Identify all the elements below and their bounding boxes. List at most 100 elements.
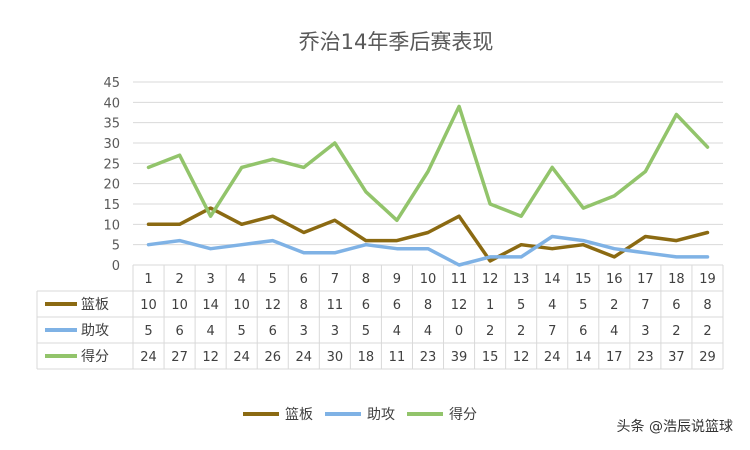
x-tick-label: 17 — [637, 272, 654, 287]
chart-title: 乔治14年季后赛表现 — [299, 30, 494, 54]
y-tick-label: 25 — [103, 157, 120, 172]
data-label: 0 — [455, 324, 463, 339]
data-label: 10 — [140, 298, 157, 313]
x-tick-label: 7 — [331, 272, 339, 287]
data-label: 10 — [171, 298, 188, 313]
x-tick-label: 6 — [300, 272, 308, 287]
data-label: 14 — [202, 298, 219, 313]
data-label: 6 — [672, 298, 680, 313]
data-label: 12 — [264, 298, 281, 313]
series-line — [149, 208, 708, 261]
data-label: 11 — [389, 350, 406, 365]
data-label: 2 — [672, 324, 680, 339]
data-label: 2 — [486, 324, 494, 339]
x-tick-label: 10 — [420, 272, 437, 287]
data-label: 2 — [610, 298, 618, 313]
y-tick-label: 45 — [103, 76, 120, 91]
x-tick-label: 19 — [699, 272, 716, 287]
data-label: 23 — [420, 350, 437, 365]
data-label: 12 — [202, 350, 219, 365]
y-tick-label: 10 — [103, 218, 120, 233]
data-label: 8 — [703, 298, 711, 313]
data-label: 12 — [513, 350, 530, 365]
data-label: 4 — [206, 324, 214, 339]
x-tick-label: 8 — [362, 272, 370, 287]
data-label: 24 — [544, 350, 561, 365]
data-label: 6 — [269, 324, 277, 339]
legend-entry: 得分 — [449, 406, 477, 423]
data-label: 7 — [641, 298, 649, 313]
y-axis: 0 5 10 15 20 25 30 35 40 45 — [103, 76, 120, 274]
legend-entry: 助攻 — [367, 407, 395, 423]
data-label: 3 — [641, 324, 649, 339]
x-tick-label: 4 — [238, 272, 246, 287]
data-label: 27 — [171, 350, 188, 365]
data-label: 11 — [327, 298, 344, 313]
data-label: 18 — [358, 350, 375, 365]
y-tick-label: 0 — [112, 259, 120, 274]
data-label: 4 — [610, 324, 618, 339]
data-label: 12 — [451, 298, 468, 313]
y-tick-label: 5 — [112, 239, 120, 254]
data-label: 2 — [517, 324, 525, 339]
table-row-label: 篮板 — [81, 297, 109, 313]
data-label: 5 — [362, 324, 370, 339]
data-label: 4 — [424, 324, 432, 339]
data-label: 14 — [575, 350, 592, 365]
data-label: 6 — [579, 324, 587, 339]
y-tick-label: 20 — [103, 178, 120, 193]
legend-entry: 篮板 — [285, 407, 313, 423]
data-label: 3 — [331, 324, 339, 339]
table-row-label: 助攻 — [81, 323, 109, 339]
table-row-label: 得分 — [81, 348, 109, 365]
x-tick-label: 13 — [513, 272, 530, 287]
data-label: 5 — [144, 324, 152, 339]
data-label: 5 — [579, 298, 587, 313]
x-tick-label: 16 — [606, 272, 623, 287]
data-label: 26 — [264, 350, 281, 365]
x-tick-label: 18 — [668, 272, 685, 287]
x-tick-label: 3 — [206, 272, 214, 287]
data-label: 15 — [482, 350, 499, 365]
data-label: 8 — [300, 298, 308, 313]
data-label: 10 — [233, 298, 250, 313]
data-label: 3 — [300, 324, 308, 339]
data-label: 24 — [140, 350, 157, 365]
data-label: 6 — [362, 298, 370, 313]
data-label: 4 — [393, 324, 401, 339]
data-label: 8 — [424, 298, 432, 313]
data-label: 5 — [238, 324, 246, 339]
legend: 篮板 助攻 得分 — [243, 406, 477, 423]
data-label: 39 — [451, 350, 468, 365]
data-label: 5 — [517, 298, 525, 313]
data-label: 2 — [703, 324, 711, 339]
x-tick-label: 15 — [575, 272, 592, 287]
data-label: 30 — [327, 350, 344, 365]
y-tick-label: 35 — [103, 117, 120, 132]
data-label: 6 — [393, 298, 401, 313]
x-tick-label: 14 — [544, 272, 561, 287]
data-label: 17 — [606, 350, 623, 365]
data-label: 29 — [699, 350, 716, 365]
x-tick-label: 12 — [482, 272, 499, 287]
x-tick-label: 11 — [451, 272, 468, 287]
data-label: 7 — [548, 324, 556, 339]
y-tick-label: 30 — [103, 137, 120, 152]
data-label: 1 — [486, 298, 494, 313]
x-tick-label: 5 — [269, 272, 277, 287]
data-label: 6 — [175, 324, 183, 339]
data-label: 24 — [296, 350, 313, 365]
data-label: 4 — [548, 298, 556, 313]
watermark: 头条 @浩辰说篮球 — [617, 418, 733, 435]
series-lines — [149, 106, 708, 265]
series-line — [149, 237, 708, 266]
y-tick-label: 40 — [103, 96, 120, 111]
y-tick-label: 15 — [103, 198, 120, 213]
data-label: 23 — [637, 350, 654, 365]
data-label: 37 — [668, 350, 685, 365]
data-label: 24 — [233, 350, 250, 365]
x-tick-label: 2 — [175, 272, 183, 287]
